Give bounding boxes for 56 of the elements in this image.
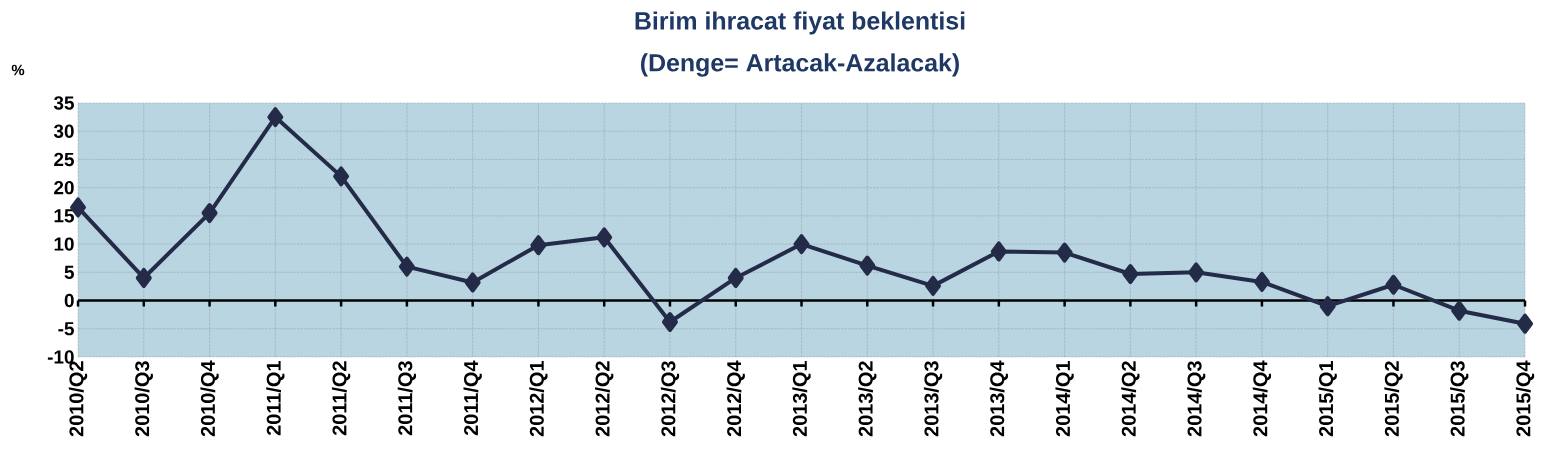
point (1517, 313, 1533, 334)
point (1451, 300, 1468, 321)
point (793, 234, 810, 255)
x-tick-label: 2015/Q3 (1450, 361, 1469, 437)
x-tick-label: 2015/Q2 (1384, 361, 1403, 437)
point (267, 107, 284, 128)
x-tick-label: 2014/Q2 (1121, 361, 1140, 437)
point (201, 203, 218, 224)
y-tick-label: 15 (54, 209, 74, 223)
y-tick-label: 10 (54, 237, 74, 251)
x-tick-label: 2013/Q4 (989, 360, 1009, 437)
point (1385, 274, 1402, 295)
x-tick-label: 2012/Q3 (660, 361, 680, 437)
point (1253, 271, 1270, 292)
y-tick-label: 5 (64, 265, 74, 279)
point (859, 255, 876, 276)
point (990, 241, 1007, 262)
chart-title: Birim ihracat fiyat beklentisi (635, 11, 965, 35)
y-tick-label: 0 (64, 293, 74, 308)
x-tick-label: 2014/Q4 (1252, 360, 1272, 437)
point (530, 235, 547, 256)
point (661, 311, 678, 332)
x-tick-label: 2010/Q4 (200, 360, 219, 437)
point (398, 256, 415, 277)
y-tick-label: -5 (58, 322, 74, 336)
point (1056, 242, 1073, 263)
x-tick-label: 2011/Q3 (397, 361, 417, 436)
y-tick-label: 30 (53, 124, 74, 138)
x-tick-label: 2013/Q1 (792, 361, 811, 437)
y-axis-title: % (11, 64, 25, 76)
point (596, 227, 613, 248)
x-tick-label: 2011/Q2 (331, 361, 351, 436)
x-tick-label: 2013/Q3 (923, 361, 943, 437)
x-tick-label: 2015/Q1 (1318, 361, 1337, 437)
point (1319, 296, 1336, 317)
chart-subtitle: (Denge= Artacak-Azalacak) (641, 53, 959, 77)
x-tick-label: 2012/Q1 (529, 361, 548, 437)
x-tick-label: 2010/Q3 (134, 361, 153, 437)
y-tick-label: 20 (54, 180, 74, 195)
point (1122, 264, 1139, 285)
x-tick-label: 2012/Q4 (726, 360, 745, 437)
x-tick-label: 2015/Q4 (1515, 360, 1535, 437)
point (925, 275, 942, 296)
y-tick-label: 35 (53, 96, 74, 110)
point (135, 267, 152, 288)
x-tick-label: 2011/Q4 (463, 360, 482, 436)
point (1188, 262, 1205, 283)
point (333, 166, 350, 187)
x-tick-label: 2013/Q2 (858, 361, 877, 437)
x-tick-label: 2014/Q3 (1186, 361, 1206, 437)
x-tick-label: 2011/Q1 (266, 361, 285, 436)
y-tick-label: 25 (54, 152, 74, 167)
x-tick-label: 2014/Q1 (1055, 361, 1074, 437)
point (727, 267, 744, 288)
point (464, 272, 481, 293)
x-tick-label: 2012/Q2 (595, 361, 614, 437)
